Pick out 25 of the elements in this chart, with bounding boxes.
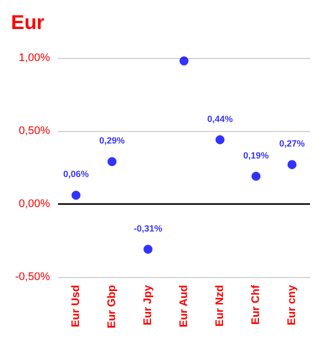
y-tick-label: 0,00%	[18, 198, 50, 210]
point	[72, 190, 80, 200]
data-label: 0,29%	[99, 136, 125, 146]
x-tick-label: Eur cny	[286, 284, 298, 326]
y-tick-label: 0,50%	[18, 125, 50, 137]
data-label: -0,31%	[134, 223, 162, 234]
point	[216, 135, 224, 144]
data-label: 0,44%	[207, 114, 233, 124]
x-tick-label: Eur Aud	[178, 285, 190, 328]
y-tick-label: -0,50%	[15, 271, 50, 283]
x-tick-label: Eur Nzd	[214, 285, 226, 327]
x-tick-label: Eur Usd	[70, 285, 82, 328]
point	[288, 160, 296, 170]
x-tick-label: Eur Chf	[250, 284, 262, 325]
x-tick-label: Eur Jpy	[142, 284, 154, 326]
chart-title: Eur	[11, 12, 45, 34]
y-tick-label: 1,00%	[18, 52, 50, 64]
x-tick-label: Eur Gbp	[106, 284, 118, 328]
data-label: 0,19%	[243, 150, 269, 160]
point	[144, 244, 152, 254]
data-label: 0,06%	[63, 169, 89, 180]
point	[108, 157, 116, 166]
point	[252, 172, 260, 181]
data-label: 0,27%	[279, 138, 305, 149]
point	[180, 56, 188, 66]
